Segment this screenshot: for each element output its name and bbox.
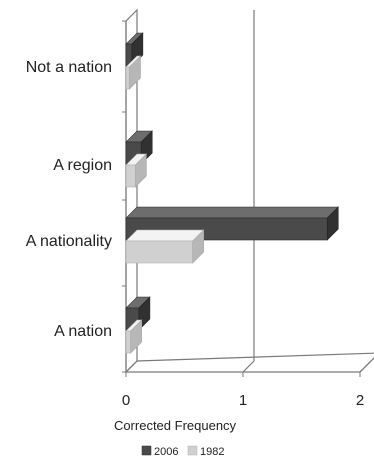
bar-front-face [125,240,193,264]
legend-swatch [141,445,152,456]
x-axis-title: Corrected Frequency [114,418,237,433]
gridline-floor-1 [242,360,255,373]
bar-side-face [129,55,141,90]
chart-bars [125,32,339,354]
category-label: A nation [54,323,112,340]
category-label: A nationality [26,233,112,250]
x-tick-label: 1 [239,392,247,409]
chart-back-wall [124,8,374,374]
x-tick-label: 2 [356,392,364,409]
legend-label: 1982 [200,446,224,458]
legend-swatch [187,445,198,456]
bar-side-face [135,153,147,188]
chart-axes [122,20,361,377]
category-label: A region [53,157,112,174]
bar-1982-a-region [125,153,148,188]
category-label: Not a nation [26,59,112,76]
legend-item-1982: 1982 [187,445,224,458]
bar-side-face [192,229,204,264]
legend-item-2006: 2006 [141,445,178,458]
gridlines [242,10,372,373]
bar-side-face [326,206,339,241]
tick-labels: 0 1 2 [122,392,364,409]
legend: 2006 1982 [141,445,224,458]
bar-1982-a-nationality [125,229,205,264]
bar-front-face [125,330,131,354]
bar-top-face [125,229,205,242]
bar-1982-not-a-nation [125,55,142,90]
gridline-floor-2 [359,360,372,373]
bar-2006-not-a-nation [125,32,144,67]
legend-label: 2006 [154,446,178,458]
bar-top-face [125,206,339,219]
x-tick-label: 0 [122,392,130,409]
bar-front-face [125,164,136,188]
bar-1982-a-nation [125,319,143,354]
bar-side-face [130,319,142,354]
bar-front-face [125,66,130,90]
category-labels: Not a nation A region A nationality A natio… [26,59,112,340]
floor [124,352,374,373]
